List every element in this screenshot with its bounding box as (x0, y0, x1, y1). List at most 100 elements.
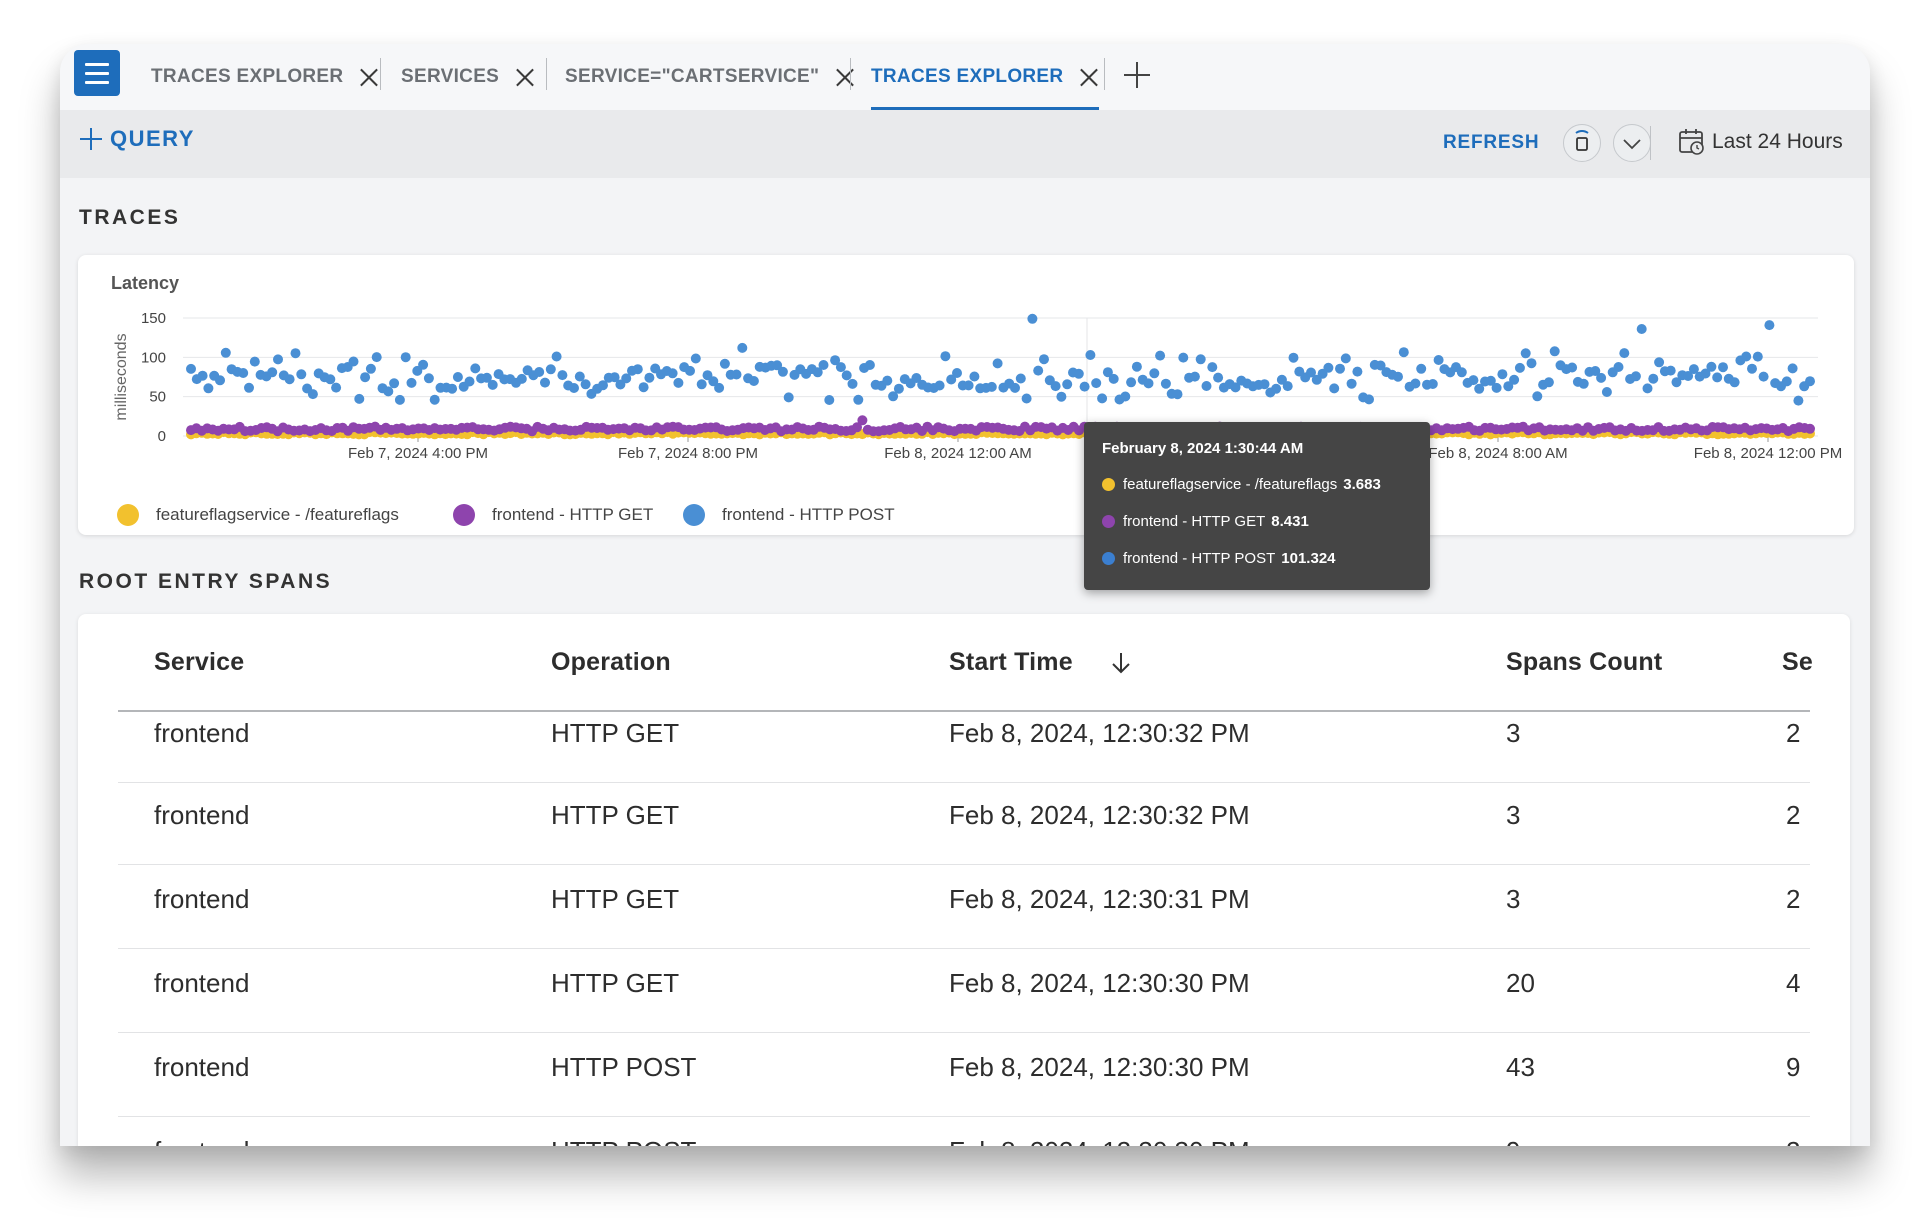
column-header-truncated[interactable]: Se (1782, 648, 1813, 676)
x-tick-label: Feb 8, 2024 8:00 AM (1428, 445, 1567, 462)
tab-label: TRACES EXPLORER (151, 66, 344, 87)
http-post-point (1271, 383, 1282, 394)
close-icon[interactable] (515, 67, 535, 87)
http-post-point (888, 391, 899, 402)
latency-scatter-chart[interactable]: Latency milliseconds 0 50 100 150 Feb 7, 2024 … (78, 255, 1854, 535)
http-post-point (1532, 391, 1543, 402)
close-icon[interactable] (1079, 67, 1099, 87)
row-operation: HTTP GET (551, 884, 680, 914)
http-post-point (946, 374, 957, 385)
http-post-point (487, 379, 498, 390)
refresh-button[interactable]: REFRESH (1443, 132, 1540, 153)
tab-divider (546, 58, 547, 90)
http-post-point (360, 372, 371, 383)
y-tick-label: 150 (141, 310, 166, 327)
http-post-point (1729, 377, 1740, 388)
tab-traces-explorer[interactable]: TRACES EXPLORER (151, 44, 379, 110)
http-post-point (557, 370, 568, 381)
menu-icon-bar (85, 62, 109, 66)
row-truncated-value: 2 (1786, 884, 1801, 914)
http-post-point (667, 368, 678, 379)
http-post-point (1543, 377, 1554, 388)
auto-refresh-button[interactable] (1563, 124, 1601, 162)
column-header-spans-count[interactable]: Spans Count (1506, 648, 1663, 676)
http-post-point (1747, 363, 1757, 374)
tooltip-series-label: frontend - HTTP POST (1123, 550, 1276, 567)
tooltip-series-label: featureflagservice - /featureflags (1123, 476, 1338, 493)
row-operation: HTTP GET (551, 968, 680, 998)
http-post-point (1491, 382, 1502, 393)
http-post-point (296, 369, 307, 380)
http-post-point (1665, 365, 1676, 376)
tab-divider (1104, 58, 1105, 90)
row-divider (118, 1032, 1810, 1033)
http-post-point (394, 394, 405, 405)
http-post-point (389, 378, 400, 389)
http-post-point (325, 374, 336, 385)
x-tick-label: Feb 7, 2024 8:00 PM (618, 445, 758, 462)
add-tab-button[interactable] (1124, 62, 1150, 88)
http-post-point (853, 394, 864, 405)
legend-label: frontend - HTTP POST (722, 505, 895, 524)
chevron-down-icon (1623, 139, 1641, 150)
http-post-point (1787, 363, 1798, 374)
tab-traces-explorer-active[interactable]: TRACES EXPLORER (871, 44, 1100, 110)
column-header-start-time[interactable]: Start Time (949, 648, 1073, 676)
row-service[interactable]: frontend (154, 1052, 250, 1082)
row-truncated-value: 2 (1786, 718, 1801, 748)
http-post-point (290, 348, 301, 359)
http-post-point (1468, 375, 1479, 386)
row-truncated-value: 4 (1786, 968, 1801, 998)
add-query-button[interactable]: QUERY (80, 126, 195, 152)
refresh-options-dropdown[interactable] (1613, 124, 1651, 162)
row-service[interactable]: frontend (154, 800, 250, 830)
http-post-point (1613, 362, 1624, 372)
time-range-picker[interactable]: Last 24 Hours (1678, 128, 1843, 156)
close-icon[interactable] (835, 67, 855, 87)
http-post-point (1393, 371, 1403, 382)
row-start-time: Feb 8, 2024, 12:30:30 PM (949, 968, 1250, 998)
http-post-point (1805, 376, 1815, 387)
row-service[interactable]: frontend (154, 1136, 249, 1146)
http-post-point (406, 377, 417, 388)
http-post-point (244, 382, 254, 393)
tab-service-cartservice[interactable]: SERVICE="CARTSERVICE" (565, 44, 855, 110)
http-post-point (992, 358, 1003, 369)
http-post-point (1108, 373, 1119, 384)
http-post-point (1509, 374, 1520, 385)
http-post-point (609, 372, 620, 383)
column-header-operation[interactable]: Operation (551, 648, 671, 676)
http-post-point (1056, 391, 1067, 402)
http-post-point (220, 347, 231, 358)
close-icon[interactable] (359, 67, 379, 87)
http-post-point (580, 379, 591, 390)
http-post-point (1619, 348, 1630, 359)
http-post-point (481, 372, 492, 383)
http-post-point (1021, 393, 1032, 404)
http-post-point (748, 376, 759, 386)
row-service[interactable]: frontend (154, 718, 250, 748)
tooltip-row: featureflagservice - /featureflags 3.683 (1102, 476, 1381, 493)
traces-section-title: TRACES (79, 206, 181, 229)
http-post-point (1149, 368, 1160, 379)
http-post-point (423, 373, 434, 384)
sort-descending-icon[interactable] (1110, 651, 1132, 675)
http-post-point (731, 369, 742, 380)
http-post-point (452, 372, 463, 382)
column-header-service[interactable]: Service (154, 648, 245, 676)
row-service[interactable]: frontend (154, 884, 250, 914)
http-post-point (969, 371, 980, 382)
app-window: TRACES EXPLORER SERVICES SERVICE="CARTSE… (60, 44, 1870, 1146)
tooltip-series-value: 3.683 (1343, 476, 1381, 493)
row-service[interactable]: frontend (154, 968, 250, 998)
http-post-point (673, 377, 684, 388)
http-post-point (1416, 363, 1427, 374)
tab-services[interactable]: SERVICES (401, 44, 535, 110)
http-post-point (777, 366, 788, 377)
http-post-point (1172, 389, 1183, 400)
http-post-point (249, 356, 260, 367)
plus-icon (80, 128, 102, 150)
http-post-point (1427, 379, 1438, 389)
hamburger-menu-button[interactable] (74, 50, 120, 96)
http-post-point (1155, 350, 1166, 361)
